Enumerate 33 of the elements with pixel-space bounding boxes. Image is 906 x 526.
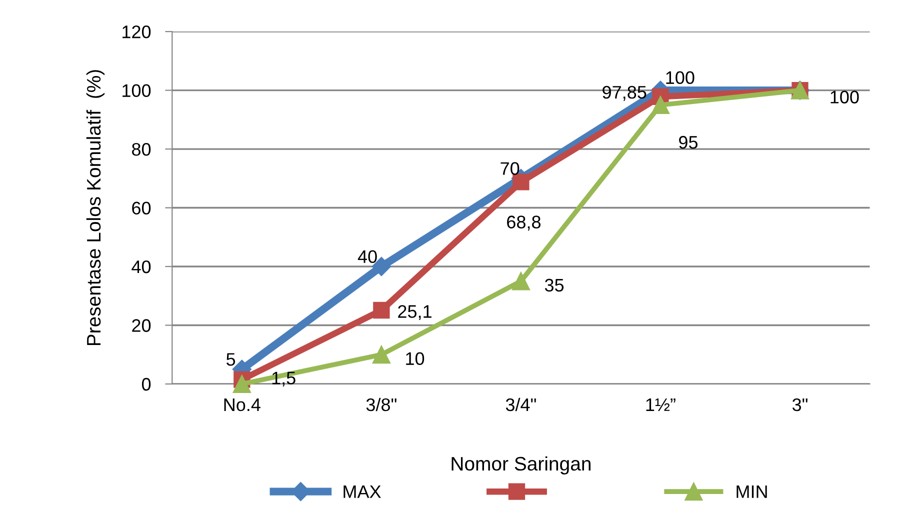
y-tick-label: 80 [132, 142, 151, 156]
data-label: 68,8 [507, 216, 541, 231]
y-tick-label: 60 [132, 202, 151, 214]
x-axis-title: Nomor Saringan [452, 456, 590, 474]
x-tick-label: No.4 [224, 398, 260, 412]
point [651, 96, 670, 114]
y-axis-title: Presentase Lolos Komulatif (%) [86, 70, 105, 346]
point [373, 302, 390, 319]
data-label: 70 [500, 162, 520, 175]
data-label: 100 [666, 71, 694, 84]
data-label: 95 [679, 136, 698, 149]
data-label: 10 [406, 352, 424, 366]
legend-label: MIN [736, 485, 767, 498]
y-tick-label: 40 [132, 260, 151, 274]
x-tick-label: 1½” [646, 398, 676, 411]
x-tick-label: 3/8" [366, 398, 396, 412]
data-label: 40 [358, 250, 377, 264]
x-tick-label: 3" [792, 398, 808, 412]
point [512, 174, 530, 190]
point [372, 346, 390, 364]
y-tick-label: 20 [132, 319, 151, 332]
data-label: 5 [226, 353, 236, 366]
y-tick-label: 120 [122, 25, 151, 38]
data-label: 35 [544, 278, 564, 292]
data-label: 100 [830, 90, 859, 104]
data-label: 25,1 [398, 305, 432, 320]
y-tick-label: 100 [122, 84, 151, 98]
legend-label: MAX [344, 485, 381, 498]
point [232, 374, 251, 394]
point [512, 272, 530, 290]
data-label: 97,85 [602, 86, 646, 101]
y-tick-label: 0 [142, 378, 151, 391]
x-tick-label: 3/4" [506, 398, 536, 412]
